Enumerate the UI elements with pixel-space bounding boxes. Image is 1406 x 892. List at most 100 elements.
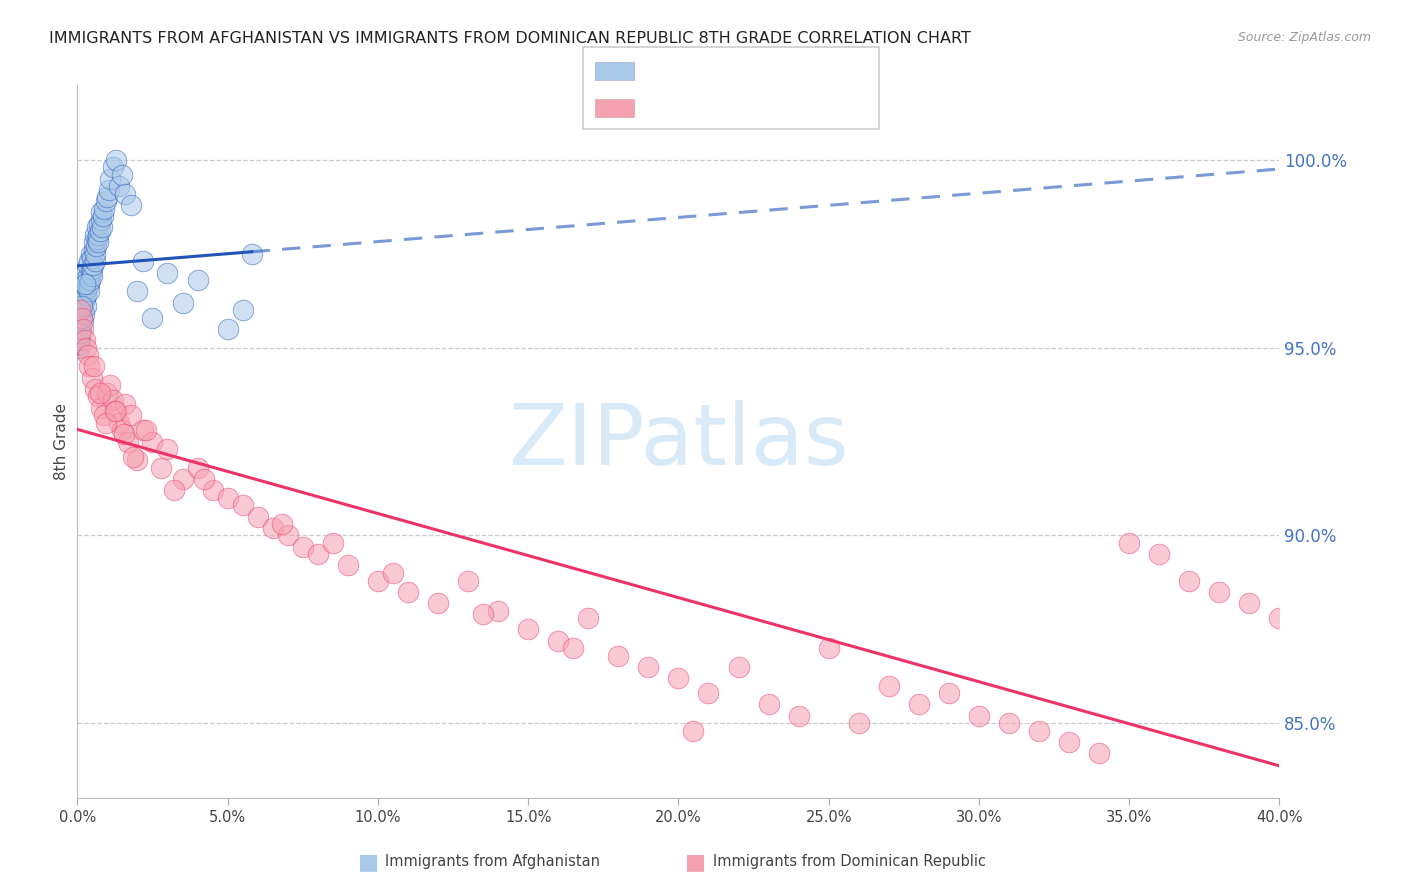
Text: R =   0.130   N = 68: R = 0.130 N = 68	[645, 61, 821, 78]
Point	[82, 370, 104, 384]
Point	[114, 397, 136, 411]
Point	[73, 273, 96, 287]
Point	[84, 239, 107, 253]
Point	[105, 404, 128, 418]
Point	[291, 540, 314, 554]
Point	[322, 536, 344, 550]
Point	[82, 251, 104, 265]
Point	[668, 671, 690, 685]
Point	[75, 341, 97, 355]
Point	[70, 295, 93, 310]
Point	[1239, 596, 1261, 610]
Point	[262, 521, 284, 535]
Bar	[595, 99, 634, 117]
Text: ■: ■	[359, 852, 378, 871]
Point	[637, 660, 659, 674]
Point	[80, 261, 103, 276]
Point	[122, 450, 145, 464]
Point	[100, 171, 122, 186]
Point	[87, 235, 110, 250]
Point	[246, 509, 269, 524]
Point	[100, 378, 122, 392]
Point	[472, 607, 495, 622]
Point	[90, 401, 112, 415]
Point	[486, 603, 509, 617]
Point	[83, 254, 105, 268]
Point	[76, 258, 98, 272]
Point	[120, 409, 142, 423]
Point	[73, 333, 96, 347]
Point	[787, 708, 810, 723]
Point	[86, 220, 108, 235]
Point	[72, 285, 94, 299]
Point	[83, 359, 105, 374]
Point	[998, 716, 1021, 731]
Point	[697, 686, 720, 700]
Point	[817, 641, 839, 656]
Point	[193, 472, 215, 486]
Point	[83, 243, 105, 257]
Point	[79, 285, 101, 299]
Point	[90, 213, 112, 227]
Point	[70, 310, 93, 325]
Point	[336, 558, 359, 573]
Point	[75, 266, 97, 280]
Point	[87, 389, 110, 403]
Point	[112, 427, 135, 442]
Point	[104, 404, 127, 418]
Text: ■: ■	[686, 852, 706, 871]
Text: IMMIGRANTS FROM AFGHANISTAN VS IMMIGRANTS FROM DOMINICAN REPUBLIC 8TH GRADE CORR: IMMIGRANTS FROM AFGHANISTAN VS IMMIGRANT…	[49, 31, 972, 46]
Point	[217, 491, 239, 505]
Point	[96, 190, 118, 204]
Text: Immigrants from Dominican Republic: Immigrants from Dominican Republic	[713, 855, 986, 869]
Point	[277, 528, 299, 542]
Point	[908, 698, 931, 712]
Point	[79, 359, 101, 374]
Point	[111, 168, 134, 182]
Point	[77, 277, 100, 291]
Point	[135, 423, 157, 437]
Point	[89, 224, 111, 238]
Point	[70, 310, 93, 325]
Point	[114, 186, 136, 201]
Point	[132, 254, 155, 268]
Point	[517, 623, 540, 637]
Point	[67, 333, 90, 347]
Point	[76, 269, 98, 284]
Point	[1118, 536, 1140, 550]
Point	[607, 648, 630, 663]
Point	[103, 161, 125, 175]
Point	[79, 273, 101, 287]
Point	[1088, 746, 1111, 760]
Point	[103, 393, 125, 408]
Point	[120, 198, 142, 212]
Point	[117, 434, 139, 449]
Bar	[595, 62, 634, 80]
Point	[427, 596, 450, 610]
Point	[79, 254, 101, 268]
Point	[86, 232, 108, 246]
Point	[132, 423, 155, 437]
Point	[240, 246, 263, 260]
Point	[82, 258, 104, 272]
Point	[1178, 574, 1201, 588]
Point	[1208, 584, 1230, 599]
Point	[1028, 723, 1050, 738]
Point	[93, 409, 115, 423]
Point	[127, 285, 149, 299]
Point	[69, 329, 91, 343]
Point	[97, 183, 120, 197]
Point	[758, 698, 780, 712]
Point	[150, 460, 173, 475]
Point	[396, 584, 419, 599]
Point	[967, 708, 990, 723]
Point	[156, 266, 179, 280]
Point	[84, 227, 107, 242]
Point	[93, 202, 115, 216]
Point	[938, 686, 960, 700]
Point	[270, 517, 292, 532]
Point	[69, 337, 91, 351]
Point	[562, 641, 585, 656]
Point	[84, 382, 107, 396]
Point	[141, 434, 163, 449]
